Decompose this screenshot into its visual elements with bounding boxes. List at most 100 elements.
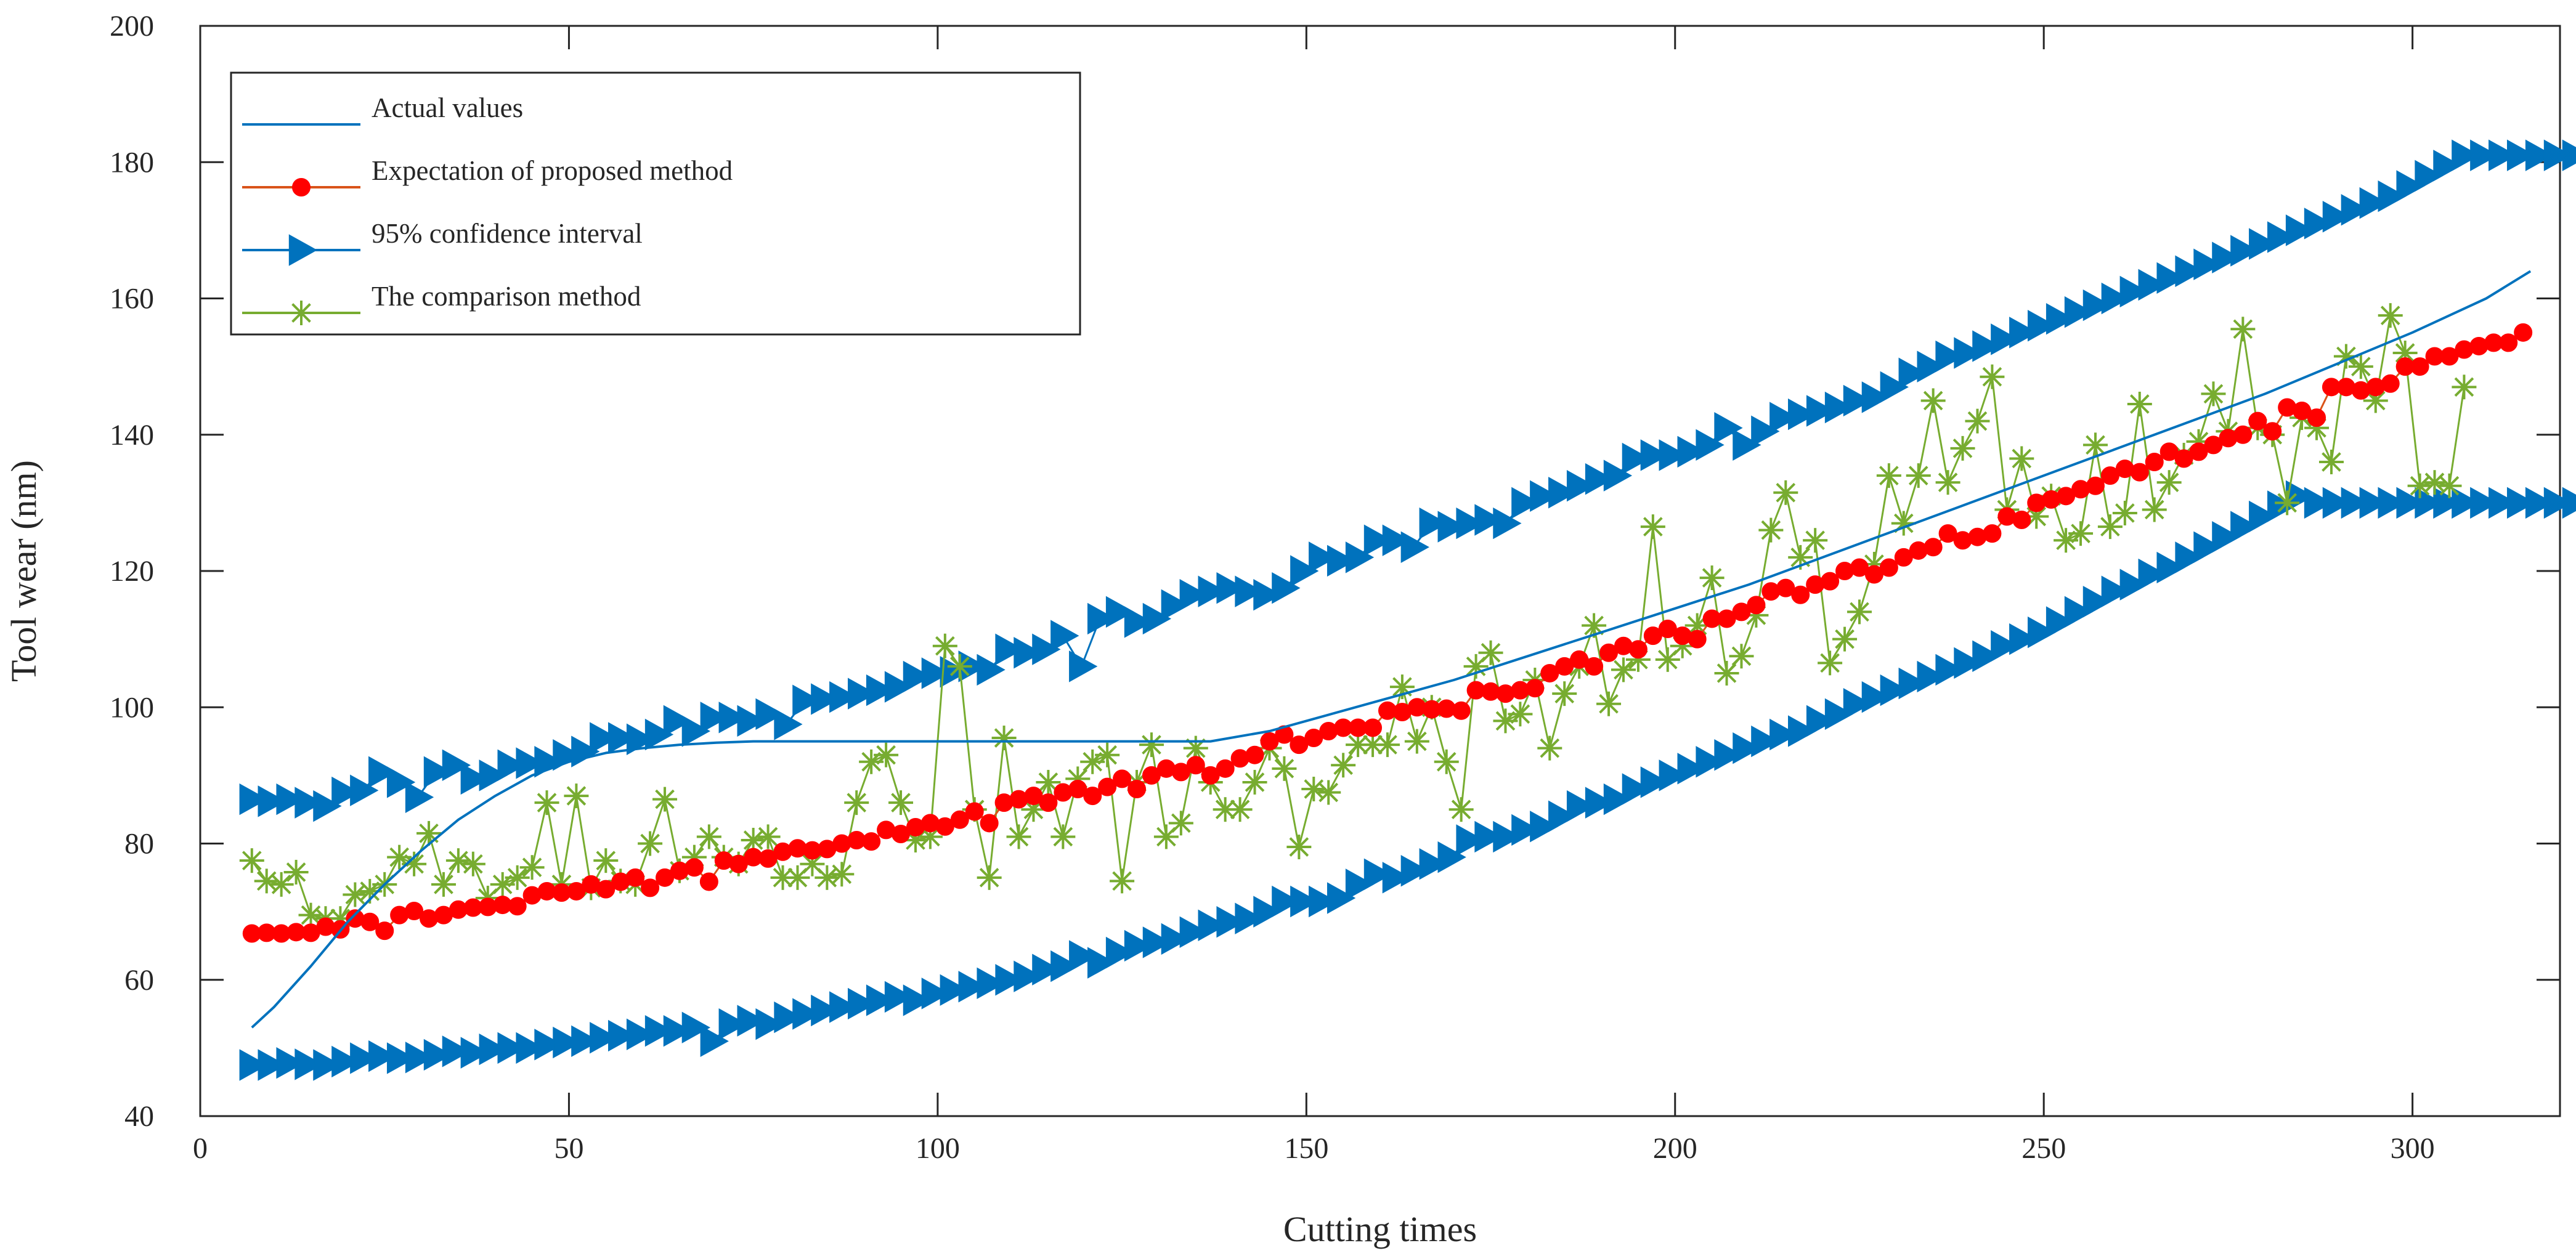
- ci-lower-point: [350, 1042, 379, 1074]
- ci-lower-point: [1327, 882, 1356, 914]
- ci-lower-point: [1954, 647, 1983, 679]
- asterisk-stroke: [522, 857, 542, 878]
- asterisk-stroke: [1967, 411, 1988, 431]
- ci-lower-point: [977, 967, 1006, 999]
- asterisk-stroke: [1923, 391, 1943, 411]
- comparison-point: [874, 742, 899, 767]
- ci-upper-point: [1382, 524, 1411, 556]
- ci-upper-point: [1363, 524, 1393, 556]
- expectation-point: [1924, 538, 1943, 557]
- asterisk-stroke: [1643, 517, 1663, 536]
- comparison-point: [1935, 470, 1960, 495]
- ci-lower-point: [239, 1049, 268, 1081]
- ci-upper-point: [848, 678, 877, 710]
- comparison-point: [1773, 480, 1798, 505]
- asterisk-stroke: [817, 867, 837, 888]
- ci-lower-point: [718, 1008, 747, 1040]
- asterisk-stroke: [1378, 735, 1397, 755]
- asterisk-stroke: [449, 851, 468, 870]
- asterisk-stroke: [920, 827, 940, 847]
- ci-lower-point: [940, 974, 969, 1006]
- ci-lower-point: [1309, 885, 1338, 918]
- asterisk-stroke: [802, 854, 823, 874]
- asterisk-stroke: [256, 871, 277, 891]
- comparison-point: [844, 790, 869, 816]
- asterisk-stroke: [1245, 772, 1265, 792]
- asterisk-stroke: [1009, 827, 1029, 847]
- asterisk-stroke: [1289, 837, 1309, 857]
- asterisk-stroke: [832, 864, 852, 885]
- asterisk-stroke: [2439, 476, 2460, 496]
- y-tick-label: 200: [110, 10, 154, 43]
- actual-line: [251, 270, 2532, 1029]
- comparison-point: [1818, 650, 1843, 676]
- ci-lower-point: [2378, 487, 2407, 519]
- ci-upper-point: [2359, 187, 2388, 219]
- asterisk-stroke: [640, 833, 660, 854]
- asterisk-stroke: [1348, 735, 1368, 755]
- ci-lower-point: [1198, 909, 1227, 941]
- ci-upper-point: [1677, 435, 1706, 468]
- expectation-point: [2381, 374, 2400, 393]
- ci-lower-point: [295, 1048, 323, 1080]
- ci-upper-point: [2543, 139, 2573, 171]
- legend-item: The comparison method: [242, 281, 641, 325]
- legend-item: 95% confidence interval: [242, 218, 643, 266]
- comparison-point: [1286, 835, 1312, 860]
- ci-upper-point: [1954, 337, 1983, 369]
- ci-upper-point: [479, 759, 508, 791]
- asterisk-stroke: [537, 793, 557, 812]
- ci-upper-point: [1714, 411, 1743, 444]
- asterisk-stroke: [1333, 755, 1353, 775]
- ci-upper-point: [1622, 442, 1651, 475]
- ci-lower-point: [1696, 746, 1725, 778]
- asterisk-stroke: [1112, 871, 1132, 891]
- expectation-point: [508, 897, 527, 916]
- asterisk-stroke: [1230, 800, 1250, 820]
- ci-upper-point: [386, 766, 416, 798]
- ci-lower-point: [1935, 654, 1964, 686]
- ci-upper-point: [995, 633, 1024, 665]
- expectation-series: [242, 323, 2533, 943]
- asterisk-stroke: [404, 854, 424, 874]
- comparison-point: [1375, 732, 1400, 758]
- ci-lower-point: [1566, 790, 1596, 822]
- asterisk-stroke: [1171, 813, 1191, 833]
- asterisk-stroke: [1835, 629, 1855, 649]
- x-axis-title: Cutting times: [1283, 1209, 1477, 1249]
- asterisk-stroke: [2233, 319, 2253, 339]
- asterisk-stroke: [1318, 782, 1339, 803]
- y-tick-label: 100: [110, 691, 154, 724]
- expectation-point: [2086, 476, 2105, 495]
- comparison-point: [1582, 613, 1607, 638]
- ci-lower-point: [2230, 511, 2259, 543]
- comparison-series: [239, 303, 2477, 931]
- ci-lower-point: [700, 1025, 729, 1058]
- asterisk-stroke: [2380, 306, 2400, 325]
- ci-lower-point: [848, 987, 877, 1020]
- ci-lower-point: [626, 1018, 656, 1050]
- asterisk-stroke: [2144, 500, 2164, 520]
- expectation-point: [626, 868, 645, 887]
- ci-lower-point: [258, 1049, 286, 1081]
- ci-lower-point: [811, 994, 840, 1027]
- ci-lower-point: [1253, 896, 1282, 928]
- ci-upper-point: [1216, 572, 1245, 604]
- ci-upper-point: [1824, 391, 1854, 424]
- expectation-point: [2012, 511, 2031, 530]
- ci-lower-point: [1456, 824, 1485, 856]
- expectation-point: [1688, 630, 1707, 649]
- comparison-point: [298, 902, 323, 928]
- expectation-line: [251, 331, 2524, 935]
- ci-lower-point: [497, 1032, 526, 1064]
- asterisk-stroke: [876, 745, 896, 765]
- comparison-point: [2407, 473, 2432, 498]
- asterisk-stroke: [2454, 377, 2474, 397]
- comparison-point: [1729, 644, 1754, 669]
- ci-lower-point: [608, 1019, 637, 1052]
- ci-lower-point: [1972, 640, 2001, 672]
- ci-lower-point: [2489, 487, 2517, 519]
- ci-upper-point: [2119, 275, 2148, 308]
- ci-lower-point: [442, 1035, 471, 1067]
- ci-lower-point: [2249, 500, 2278, 533]
